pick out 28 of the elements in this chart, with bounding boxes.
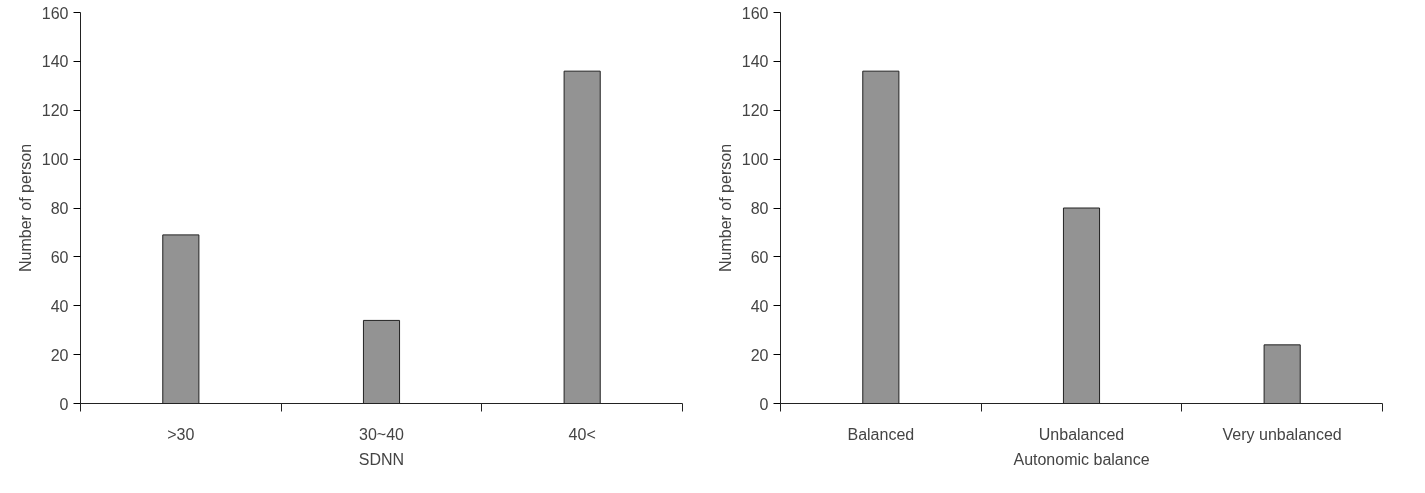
y-tick-label: 100 bbox=[741, 151, 769, 169]
y-tick-label: 40 bbox=[750, 297, 769, 315]
x-tick-label: 40< bbox=[568, 425, 596, 443]
y-tick-label: 80 bbox=[50, 200, 69, 217]
y-tick-label: 60 bbox=[50, 248, 69, 266]
y-tick-label: 0 bbox=[759, 395, 769, 413]
y-tick-label: 120 bbox=[741, 102, 769, 120]
y-tick-label: 160 bbox=[41, 4, 69, 22]
y-tick-label: 80 bbox=[750, 200, 769, 217]
y-axis-title: Number of person bbox=[716, 143, 734, 273]
y-tick-label: 20 bbox=[750, 346, 769, 364]
y-tick-label: 0 bbox=[59, 395, 69, 413]
x-axis-title: SDNN bbox=[358, 450, 405, 468]
x-tick-label: 30~40 bbox=[359, 425, 405, 443]
y-tick-label: 100 bbox=[41, 151, 69, 169]
y-tick-label: 120 bbox=[41, 102, 69, 120]
y-tick-label: 20 bbox=[50, 346, 69, 364]
x-tick-label: >30 bbox=[167, 425, 195, 443]
y-tick-label: 140 bbox=[741, 53, 769, 71]
y-tick-label: 140 bbox=[41, 53, 69, 71]
y-tick-label: 160 bbox=[741, 4, 769, 22]
y-tick-label: 40 bbox=[50, 297, 69, 315]
x-tick-label: Unbalanced bbox=[1038, 425, 1125, 443]
x-axis-title: Autonomic balance bbox=[1013, 450, 1150, 468]
y-tick-label: 60 bbox=[750, 248, 769, 266]
y-axis-title: Number of person bbox=[16, 143, 34, 273]
x-tick-label: Very unbalanced bbox=[1222, 425, 1342, 443]
x-tick-label: Balanced bbox=[847, 425, 915, 443]
